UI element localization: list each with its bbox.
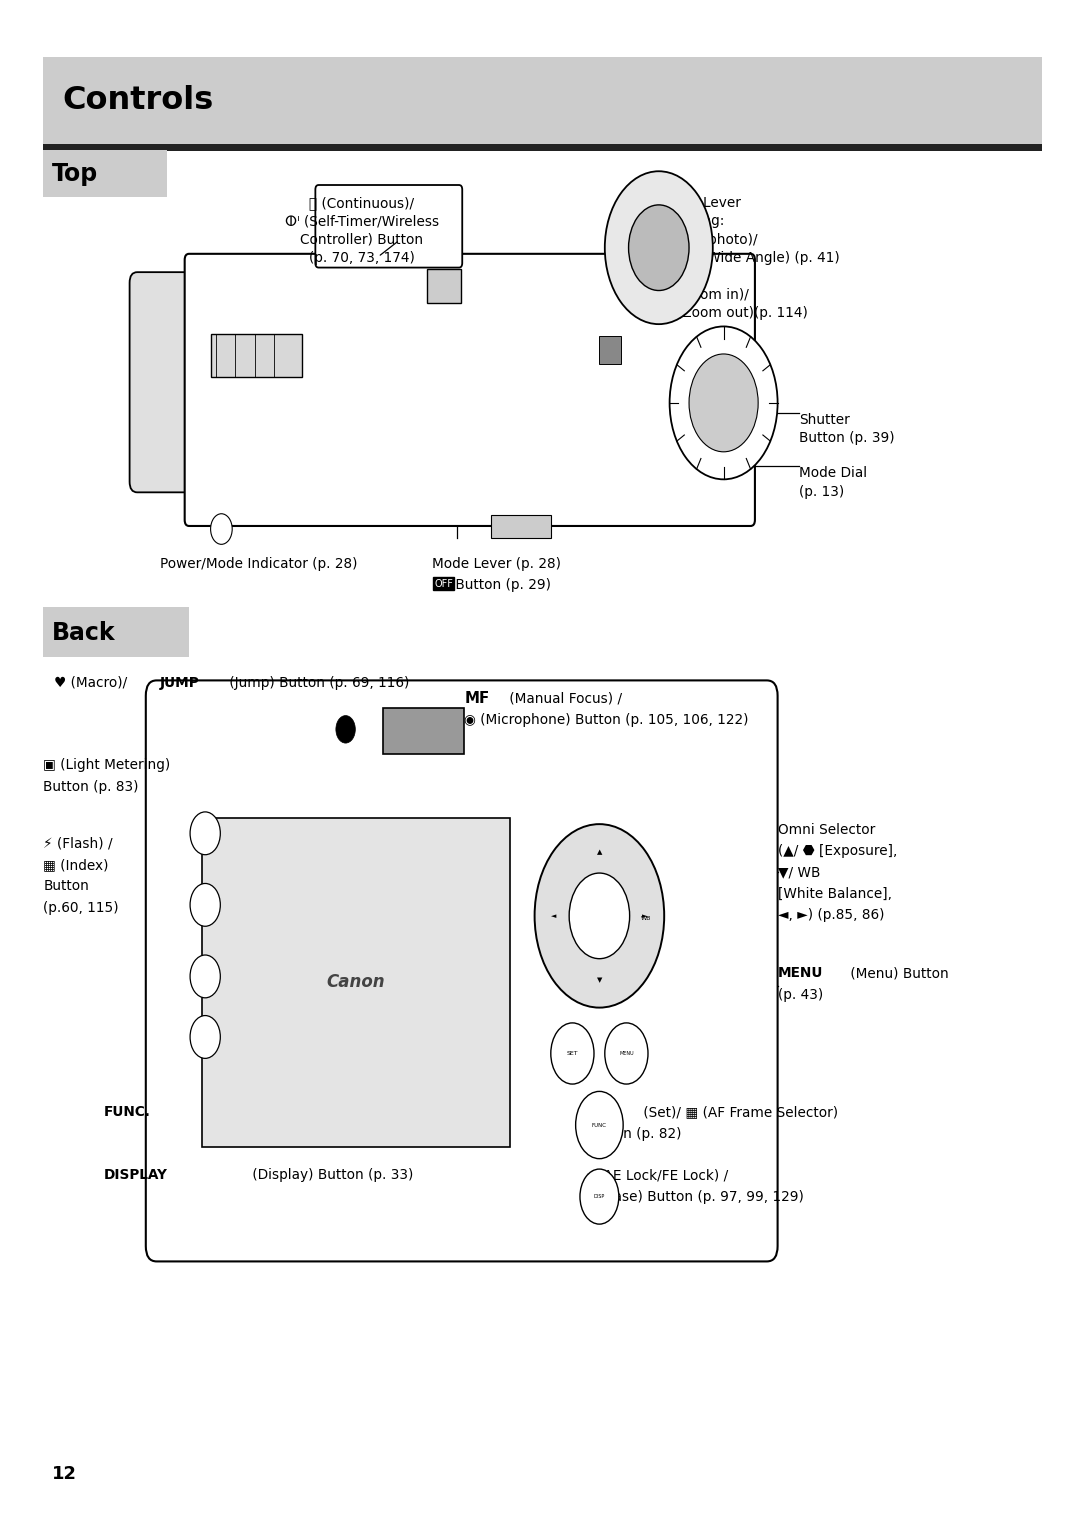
Circle shape xyxy=(336,716,355,743)
Text: Controls: Controls xyxy=(63,84,214,116)
Circle shape xyxy=(190,812,220,855)
Circle shape xyxy=(576,1092,623,1159)
Bar xyxy=(383,708,464,754)
Circle shape xyxy=(551,1023,594,1084)
Text: Top: Top xyxy=(52,162,98,187)
Text: (p.60, 115): (p.60, 115) xyxy=(43,901,119,914)
Text: Button (p. 83): Button (p. 83) xyxy=(43,780,138,794)
Text: MF: MF xyxy=(464,691,489,706)
Text: Mode Lever (p. 28): Mode Lever (p. 28) xyxy=(432,557,562,570)
Text: Button (p. 29): Button (p. 29) xyxy=(451,578,552,592)
Circle shape xyxy=(629,205,689,291)
Text: FUNC: FUNC xyxy=(592,1122,607,1127)
Text: Button: Button xyxy=(43,879,89,893)
Text: DISP: DISP xyxy=(594,1194,605,1199)
Text: Button (p. 82): Button (p. 82) xyxy=(586,1127,681,1141)
Text: JUMP: JUMP xyxy=(160,676,200,690)
Text: WB: WB xyxy=(640,916,651,922)
Text: DISPLAY: DISPLAY xyxy=(104,1168,167,1182)
Bar xyxy=(43,57,1042,144)
Text: (▲/ ⬣ [Exposure],: (▲/ ⬣ [Exposure], xyxy=(778,844,897,858)
Text: ⚡ (Flash) /: ⚡ (Flash) / xyxy=(43,836,112,850)
Text: (p. 43): (p. 43) xyxy=(778,988,823,1001)
Text: ▣ (Light Metering): ▣ (Light Metering) xyxy=(43,758,171,772)
Circle shape xyxy=(211,514,232,544)
Text: ◉ (Microphone) Button (p. 105, 106, 122): ◉ (Microphone) Button (p. 105, 106, 122) xyxy=(464,713,748,726)
Text: SET: SET xyxy=(586,1105,615,1119)
Text: ►: ► xyxy=(643,913,647,919)
Text: OFF: OFF xyxy=(434,578,453,589)
Text: [White Balance],: [White Balance], xyxy=(778,887,892,901)
Text: ⛝(Erase) Button (p. 97, 99, 129): ⛝(Erase) Button (p. 97, 99, 129) xyxy=(586,1190,805,1203)
Bar xyxy=(43,150,167,197)
FancyBboxPatch shape xyxy=(315,185,462,268)
Bar xyxy=(491,515,551,538)
FancyBboxPatch shape xyxy=(185,254,755,526)
Text: (Set)/ ▦ (AF Frame Selector): (Set)/ ▦ (AF Frame Selector) xyxy=(639,1105,838,1119)
Circle shape xyxy=(670,326,778,480)
Bar xyxy=(211,333,302,376)
Text: (Display) Button (p. 33): (Display) Button (p. 33) xyxy=(248,1168,414,1182)
Bar xyxy=(202,818,510,1147)
Circle shape xyxy=(580,1170,619,1225)
Bar xyxy=(427,269,461,303)
FancyBboxPatch shape xyxy=(130,272,204,492)
Text: (Jump) Button (p. 69, 116): (Jump) Button (p. 69, 116) xyxy=(225,676,409,690)
Text: Power/Mode Indicator (p. 28): Power/Mode Indicator (p. 28) xyxy=(161,557,357,570)
Text: MENU: MENU xyxy=(778,966,823,980)
Bar xyxy=(43,607,189,657)
Text: 12: 12 xyxy=(52,1465,77,1483)
Text: ♥ (Macro)/: ♥ (Macro)/ xyxy=(54,676,127,690)
Text: Canon: Canon xyxy=(326,974,386,991)
Text: Omni Selector: Omni Selector xyxy=(778,823,875,836)
Text: (Function) Button (p. 42): (Function) Button (p. 42) xyxy=(198,1105,370,1119)
Text: Mode Dial
(p. 13): Mode Dial (p. 13) xyxy=(799,466,867,498)
Circle shape xyxy=(689,353,758,453)
Text: (Manual Focus) /: (Manual Focus) / xyxy=(505,691,622,705)
Circle shape xyxy=(190,956,220,998)
Text: MENU: MENU xyxy=(619,1050,634,1057)
Bar xyxy=(599,336,621,364)
Text: SET: SET xyxy=(567,1050,578,1057)
Text: ⎙ (Continuous)/
ⵀᴵ (Self-Timer/Wireless
Controller) Button
(p. 70, 73, 174): ⎙ (Continuous)/ ⵀᴵ (Self-Timer/Wireless … xyxy=(285,196,438,265)
Text: ▼: ▼ xyxy=(597,977,602,983)
Circle shape xyxy=(605,171,713,324)
Text: Shutter
Button (p. 39): Shutter Button (p. 39) xyxy=(799,413,895,445)
Circle shape xyxy=(605,1023,648,1084)
Text: ▦ (Index): ▦ (Index) xyxy=(43,858,109,872)
Text: Zoom Lever
Shooting:
■ (Telephoto)/
▦▦▦ (Wide Angle) (p. 41)
Replay:
⨁ (Zoom in): Zoom Lever Shooting: ■ (Telephoto)/ ▦▦▦ … xyxy=(659,196,839,320)
Text: (Menu) Button: (Menu) Button xyxy=(846,966,948,980)
Circle shape xyxy=(535,824,664,1008)
Bar xyxy=(43,144,1042,151)
Circle shape xyxy=(569,873,630,959)
Text: FUNC.: FUNC. xyxy=(104,1105,150,1119)
Text: ▼/ WB: ▼/ WB xyxy=(778,865,820,879)
Circle shape xyxy=(190,884,220,927)
FancyBboxPatch shape xyxy=(146,680,778,1261)
Text: ◄, ►) (p.85, 86): ◄, ►) (p.85, 86) xyxy=(778,908,885,922)
Circle shape xyxy=(190,1015,220,1058)
Text: Back: Back xyxy=(52,621,116,645)
Text: ▲: ▲ xyxy=(597,849,602,855)
Text: ★(AE Lock/FE Lock) /: ★(AE Lock/FE Lock) / xyxy=(586,1168,729,1182)
Text: ◄: ◄ xyxy=(552,913,556,919)
